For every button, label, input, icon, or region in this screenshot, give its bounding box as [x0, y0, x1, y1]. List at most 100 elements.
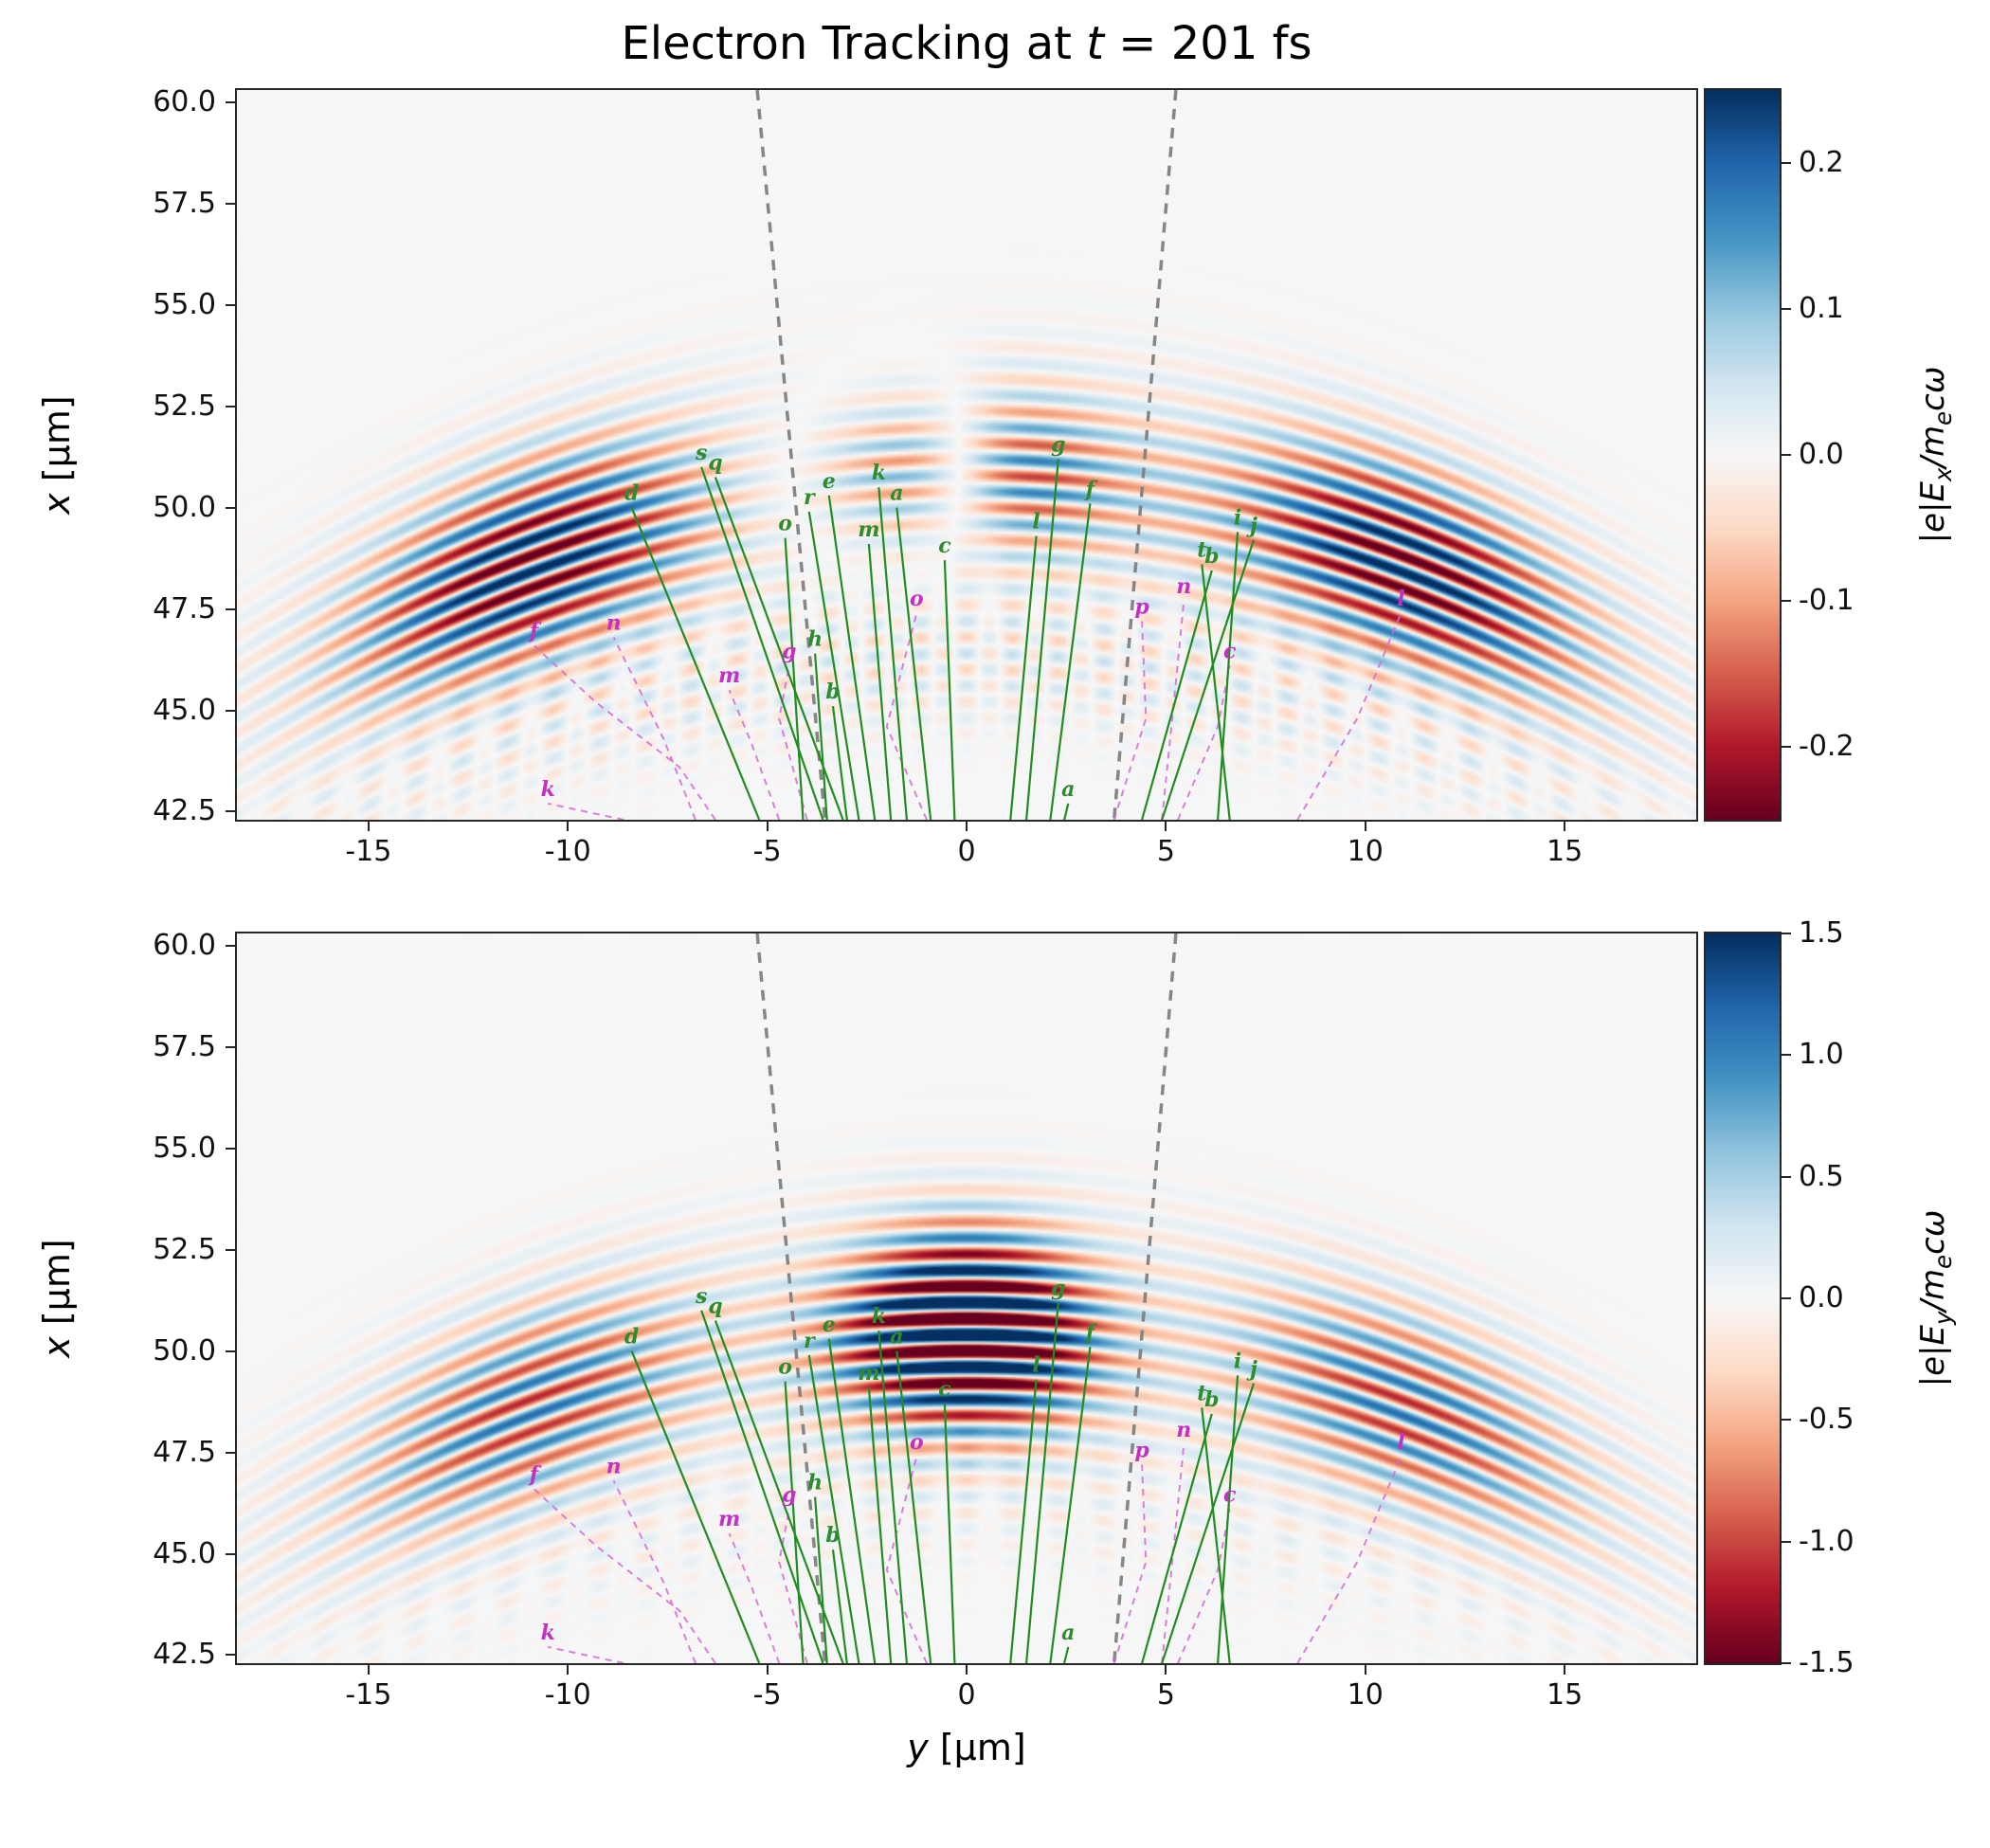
trajectory-magenta-g [778, 1509, 808, 1663]
trajectory-magenta-o [885, 1456, 928, 1663]
trajectory-green-q [714, 477, 844, 820]
trajectory-magenta-label-f: f [528, 619, 542, 643]
trajectory-green-g [1025, 1302, 1059, 1663]
trajectory-green-label-j: j [1246, 514, 1257, 538]
trajectory-green-label-s: s [695, 1284, 707, 1309]
trajectory-green-q [714, 1320, 844, 1663]
x-tick-label: 15 [1547, 1678, 1583, 1712]
trajectory-magenta-label-n: n [1176, 574, 1191, 599]
y-tick-label: 60.0 [153, 928, 216, 962]
trajectory-green-d [630, 507, 761, 820]
trajectory-magenta-n [1161, 1443, 1185, 1663]
y-tick-mark [226, 100, 235, 103]
trajectory-green-c [943, 1404, 956, 1663]
trajectory-magenta-m [728, 1532, 781, 1663]
trajectory-green-o [784, 1381, 805, 1663]
trajectory-green-d [630, 1350, 761, 1663]
y-tick-label: 45.0 [153, 693, 216, 727]
colorbar-tick-mark [1782, 600, 1791, 602]
colorbar-ex-gradient [1706, 90, 1780, 820]
y-tick-mark [226, 1350, 235, 1352]
trajectory-green-l [1009, 1379, 1038, 1663]
trajectory-green-label-b: b [825, 679, 840, 704]
y-tick-mark [226, 944, 235, 947]
colorbar-tick-mark [1782, 746, 1791, 748]
x-tick-label: 5 [1156, 835, 1175, 868]
y-tick-label: 57.5 [153, 186, 216, 220]
colorbar-tick-mark [1782, 1419, 1791, 1422]
y-tick-mark [226, 810, 235, 813]
x-tick-label: -15 [345, 835, 392, 868]
colorbar-tick-mark [1782, 308, 1791, 310]
trajectory-green-s [700, 1310, 824, 1663]
y-axis-label-unit: [μm] [36, 395, 78, 494]
x-tick-mark [766, 1665, 769, 1675]
trajectory-green-h [814, 653, 828, 820]
trajectory-green-label-d: d [624, 1325, 639, 1350]
y-axis-label-var: x [36, 493, 78, 515]
y-tick-mark [226, 405, 235, 408]
y-tick-label: 42.5 [153, 1638, 216, 1672]
x-axis-label-var: y [907, 1727, 929, 1768]
cone-left-dashed-line [755, 90, 827, 820]
cone-right-dashed-line [1112, 933, 1178, 1663]
trajectory-green-label-m: m [858, 517, 879, 542]
y-tick-mark [226, 303, 235, 306]
trajectory-green-s [700, 466, 824, 820]
cb-ey-sub2: e [1928, 1254, 1957, 1269]
trajectory-magenta-label-p: p [1134, 594, 1149, 619]
trajectory-magenta-label-l: l [1397, 1430, 1404, 1455]
trajectory-magenta-label-n: n [606, 1455, 622, 1479]
x-tick-label: 0 [957, 1678, 976, 1712]
x-tick-label: -5 [752, 835, 782, 868]
colorbar-tick-mark [1782, 1175, 1791, 1178]
trajectory-green-label-o: o [778, 1355, 792, 1380]
cb-ey-p3: cω [1914, 1209, 1952, 1255]
x-axis-label-unit: [μm] [928, 1727, 1026, 1768]
x-tick-mark [1364, 1665, 1366, 1675]
x-tick-label: 10 [1347, 835, 1384, 868]
cb-ex-sub1: x [1928, 467, 1957, 481]
x-tick-mark [966, 822, 968, 831]
trajectory-green-m [867, 1387, 893, 1663]
x-tick-label: 5 [1156, 1678, 1175, 1712]
x-tick-mark [1564, 1665, 1566, 1675]
y-tick-label: 42.5 [153, 794, 216, 828]
y-tick-label: 50.0 [153, 490, 216, 524]
y-tick-label: 55.0 [153, 287, 216, 321]
y-tick-label: 60.0 [153, 84, 216, 118]
x-tick-mark [1364, 822, 1366, 831]
trajectory-green-b [831, 706, 848, 820]
trajectory-magenta-c [1177, 665, 1231, 820]
y-tick-label: 50.0 [153, 1333, 216, 1368]
trajectory-magenta-label-f: f [528, 1462, 542, 1487]
trajectory-green-label-b: b [825, 1523, 840, 1548]
y-tick-label: 52.5 [153, 389, 216, 423]
trajectory-green-label-e: e [823, 469, 836, 494]
trajectory-green-k [877, 1331, 908, 1663]
trajectory-green-label-b: b [1204, 1387, 1219, 1412]
y-axis-label-var: x [36, 1336, 78, 1358]
x-tick-label: 10 [1347, 1678, 1384, 1712]
trajectory-magenta-l [1296, 1456, 1402, 1663]
x-tick-mark [766, 822, 769, 831]
y-tick-label: 52.5 [153, 1232, 216, 1266]
x-tick-label: 0 [957, 835, 976, 868]
colorbar-tick-label: -1.0 [1799, 1524, 1854, 1558]
trajectory-green-label-l: l [1032, 510, 1040, 534]
trajectory-green-label-t: t [1197, 538, 1206, 563]
y-tick-label: 55.0 [153, 1131, 216, 1165]
trajectory-green-i [1217, 532, 1239, 820]
trajectory-magenta-k [547, 1645, 624, 1663]
colorbar-tick-mark [1782, 162, 1791, 164]
colorbar-tick-label: -0.1 [1799, 584, 1854, 617]
y-tick-label: 57.5 [153, 1029, 216, 1063]
x-tick-mark [966, 1665, 968, 1675]
trajectory-magenta-f [533, 1488, 716, 1663]
trajectory-magenta-label-c: c [1223, 1482, 1237, 1507]
trajectory-green-label-h: h [807, 627, 823, 652]
trajectory-green-j [1161, 539, 1256, 820]
